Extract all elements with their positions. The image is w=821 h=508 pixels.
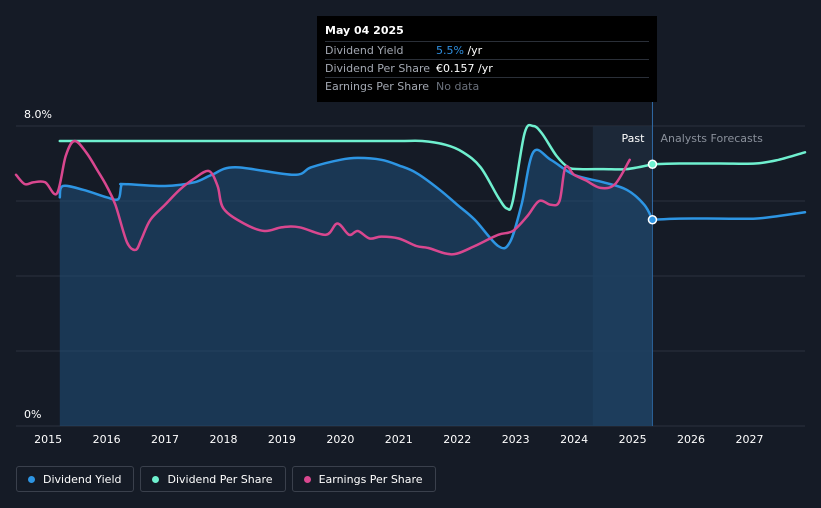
forecast-label: Analysts Forecasts	[660, 132, 763, 145]
x-tick-label: 2023	[502, 433, 530, 446]
tooltip: May 04 2025 Dividend Yield 5.5% /yr Divi…	[317, 16, 657, 102]
area-fills	[59, 149, 653, 426]
legend-item-dividend-per-share[interactable]: Dividend Per Share	[140, 466, 286, 492]
marker-dots	[647, 159, 658, 225]
tooltip-label: Dividend Per Share	[325, 62, 431, 75]
earnings-per-share-line	[14, 139, 631, 256]
legend-dot-icon	[152, 475, 160, 483]
x-tick-label: 2018	[209, 433, 237, 446]
x-axis: 2015 2016 2017 2018 2019 2020 2021 2022 2023 2024…	[34, 433, 763, 446]
x-tick-label: 2020	[326, 433, 354, 446]
x-tick-label: 2024	[560, 433, 588, 446]
tooltip-row-dividend-yield: Dividend Yield 5.5% /yr	[325, 41, 649, 59]
x-tick-label: 2025	[619, 433, 647, 446]
series-lines	[14, 123, 807, 256]
tooltip-row-dividend-per-share: Dividend Per Share €0.157 /yr	[325, 59, 649, 77]
legend-item-dividend-yield[interactable]: Dividend Yield	[16, 466, 135, 492]
tooltip-value: 5.5%	[436, 44, 464, 57]
legend-dot-icon	[303, 475, 311, 483]
y-tick-label: 0%	[24, 408, 41, 421]
past-label: Past	[622, 132, 646, 145]
tooltip-value: No data	[436, 80, 480, 93]
x-tick-label: 2015	[34, 433, 62, 446]
x-tick-label: 2022	[443, 433, 471, 446]
dividend-yield-forecast-line	[651, 211, 807, 222]
tooltip-label: Dividend Yield	[325, 44, 404, 57]
tooltip-value: €0.157	[436, 62, 475, 75]
tooltip-unit: /yr	[463, 44, 483, 57]
legend-dot-icon	[28, 475, 35, 483]
region-labels: Past Analysts Forecasts	[622, 132, 764, 145]
legend: Dividend Yield Dividend Per Share Earnin…	[16, 466, 436, 492]
legend-label: Dividend Per Share	[167, 472, 273, 486]
tooltip-row-earnings-per-share: Earnings Per Share No data	[325, 77, 649, 95]
dividend-per-share-forecast-line	[651, 151, 807, 166]
x-tick-label: 2017	[151, 433, 179, 446]
x-tick-label: 2021	[385, 433, 413, 446]
dividend-per-share-marker	[647, 159, 658, 169]
dividend-yield-marker	[647, 215, 658, 225]
x-tick-label: 2027	[735, 433, 763, 446]
tooltip-date: May 04 2025	[325, 24, 404, 37]
legend-label: Earnings Per Share	[318, 472, 423, 486]
dividend-per-share-line	[58, 123, 654, 211]
tooltip-label: Earnings Per Share	[325, 80, 430, 93]
legend-label: Dividend Yield	[43, 472, 122, 486]
x-tick-label: 2019	[268, 433, 296, 446]
dividend-yield-line	[58, 148, 654, 250]
y-tick-label: 8.0%	[24, 108, 52, 121]
x-tick-label: 2016	[93, 433, 121, 446]
legend-item-earnings-per-share[interactable]: Earnings Per Share	[291, 466, 436, 492]
x-tick-label: 2026	[677, 433, 705, 446]
tooltip-unit: /yr	[474, 62, 493, 75]
dividend-yield-area	[59, 149, 653, 426]
y-axis: 8.0% 0%	[24, 108, 52, 421]
